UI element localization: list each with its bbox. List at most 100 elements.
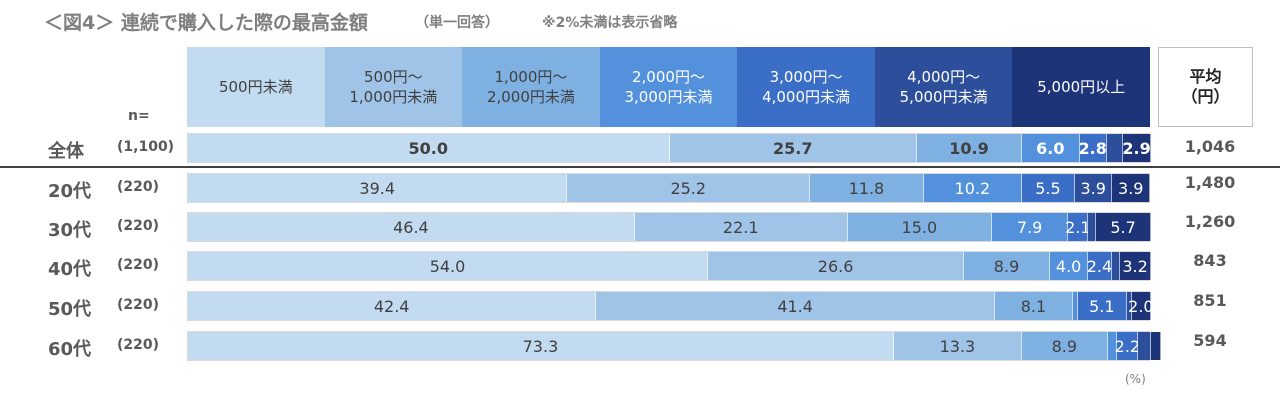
data-label: 25.7 [773, 138, 813, 158]
data-label: 11.8 [848, 178, 885, 198]
data-label: 54.0 [429, 256, 466, 276]
data-label: 46.4 [393, 217, 429, 237]
data-label: 2.4 [1086, 256, 1113, 276]
average-header: 平均 （円） [1158, 47, 1253, 127]
bar-segment: 10.2 [923, 174, 1022, 202]
data-label: 39.4 [359, 178, 396, 198]
bar-row: 42.4 41.4 8.1 5.1 2.0 [187, 291, 1154, 321]
bar-segment: 39.4 [188, 174, 568, 202]
header-cell: 3,000円～ 4,000円未満 [737, 47, 875, 127]
bar-segment: 5.1 [1077, 292, 1127, 320]
bar-segment [1151, 332, 1161, 360]
n-label: (220) [117, 179, 160, 195]
bar-segment [1106, 134, 1124, 162]
bar-segment: 2.1 [1065, 213, 1091, 241]
bar-segment: 5.5 [1021, 174, 1075, 202]
bar-row: 50.0 25.7 10.9 6.0 2.8 2.9 [187, 133, 1151, 163]
bar-segment: 2.2 [1115, 332, 1140, 360]
data-label: 10.2 [954, 178, 991, 198]
bar-segment: 8.9 [1021, 332, 1108, 360]
bar-segment: 6.0 [1021, 134, 1080, 162]
bar-segment [1107, 332, 1118, 360]
data-label: 3.9 [1080, 178, 1106, 198]
n-label: (220) [117, 218, 160, 234]
bar-segment: 42.4 [188, 292, 597, 320]
bar-segment [1126, 292, 1132, 320]
bar-segment: 11.8 [810, 174, 924, 202]
n-label: (220) [117, 297, 160, 313]
bar-segment: 2.0 [1128, 292, 1154, 320]
data-label: 2.9 [1122, 138, 1151, 158]
average-value: 843 [1193, 251, 1227, 270]
bar-segment: 10.9 [916, 134, 1022, 162]
n-label: (1,100) [117, 139, 175, 155]
data-label: 5.5 [1035, 178, 1061, 198]
bar-segment: 54.0 [188, 252, 709, 280]
bar-segment: 3.9 [1112, 174, 1151, 202]
data-label: 25.2 [670, 178, 707, 198]
average-value: 594 [1193, 331, 1227, 350]
bar-row: 39.4 25.2 11.8 10.2 5.5 3.9 3.9 [187, 173, 1151, 203]
data-label: 8.1 [1020, 296, 1047, 316]
bar-segment [1072, 292, 1078, 320]
bar-segment: 25.7 [669, 134, 917, 162]
average-value: 1,260 [1184, 212, 1236, 231]
header-cell: 500円未満 [187, 47, 325, 127]
data-label: 13.3 [939, 336, 976, 356]
header-cell: 2,000円～ 3,000円未満 [599, 47, 738, 127]
data-label: 50.0 [408, 138, 448, 158]
chart-title: ＜図4＞ 連続で購入した際の最高金額 [44, 12, 368, 34]
data-label: 15.0 [901, 217, 938, 237]
bar-segment: 4.0 [1049, 252, 1089, 280]
bar-segment: 3.9 [1074, 174, 1113, 202]
bar-segment [1138, 332, 1151, 360]
n-label: (220) [117, 337, 160, 353]
data-label: 73.3 [522, 336, 559, 356]
data-label: 42.4 [373, 296, 410, 316]
data-label: 26.6 [817, 256, 854, 276]
bar-segment: 26.6 [708, 252, 965, 280]
row-label: 20代 [48, 181, 92, 202]
bar-segment: 15.0 [847, 213, 993, 241]
data-label: 8.9 [993, 256, 1020, 276]
unit-label: (%) [1125, 372, 1146, 386]
data-label: 8.9 [1051, 336, 1078, 356]
row-label: 30代 [48, 220, 92, 241]
data-label: 7.9 [1016, 217, 1043, 237]
bar-segment: 2.9 [1122, 134, 1151, 162]
row-label: 40代 [48, 259, 92, 280]
row-label: 全体 [48, 141, 84, 162]
bar-row: 46.4 22.1 15.0 7.9 2.1 5.7 [187, 212, 1151, 242]
bar-segment: 22.1 [634, 213, 848, 241]
bar-segment [1111, 252, 1121, 280]
bar-segment [1088, 213, 1097, 241]
bar-segment: 3.2 [1120, 252, 1151, 280]
average-value: 1,046 [1184, 137, 1236, 156]
bar-segment: 25.2 [567, 174, 811, 202]
header-cell: 1,000円～ 2,000円未満 [462, 47, 600, 127]
header-cell: 500円～ 1,000円未満 [324, 47, 463, 127]
data-label: 4.0 [1055, 256, 1082, 276]
bar-segment: 73.3 [188, 332, 894, 360]
bar-segment: 7.9 [992, 213, 1069, 241]
data-label: 41.4 [777, 296, 813, 316]
average-value: 851 [1193, 291, 1227, 310]
data-label: 6.0 [1036, 138, 1065, 158]
bar-segment: 46.4 [188, 213, 635, 241]
data-label: 2.0 [1128, 296, 1154, 316]
chart-note: ※2%未満は表示省略 [542, 15, 678, 31]
bar-segment: 2.4 [1086, 252, 1113, 280]
row-label: 50代 [48, 299, 92, 320]
data-label: 2.1 [1065, 217, 1091, 237]
bar-row: 54.0 26.6 8.9 4.0 2.4 3.2 [187, 251, 1151, 281]
header-cell: 5,000円以上 [1012, 47, 1150, 127]
bar-row: 73.3 13.3 8.9 2.2 [187, 331, 1161, 361]
n-label: (220) [117, 257, 160, 273]
data-label: 3.2 [1122, 256, 1148, 276]
data-label: 5.1 [1089, 296, 1115, 316]
bar-segment: 5.7 [1096, 213, 1151, 241]
row-label: 60代 [48, 339, 92, 360]
data-label: 22.1 [722, 217, 759, 237]
data-label: 5.7 [1110, 217, 1136, 237]
